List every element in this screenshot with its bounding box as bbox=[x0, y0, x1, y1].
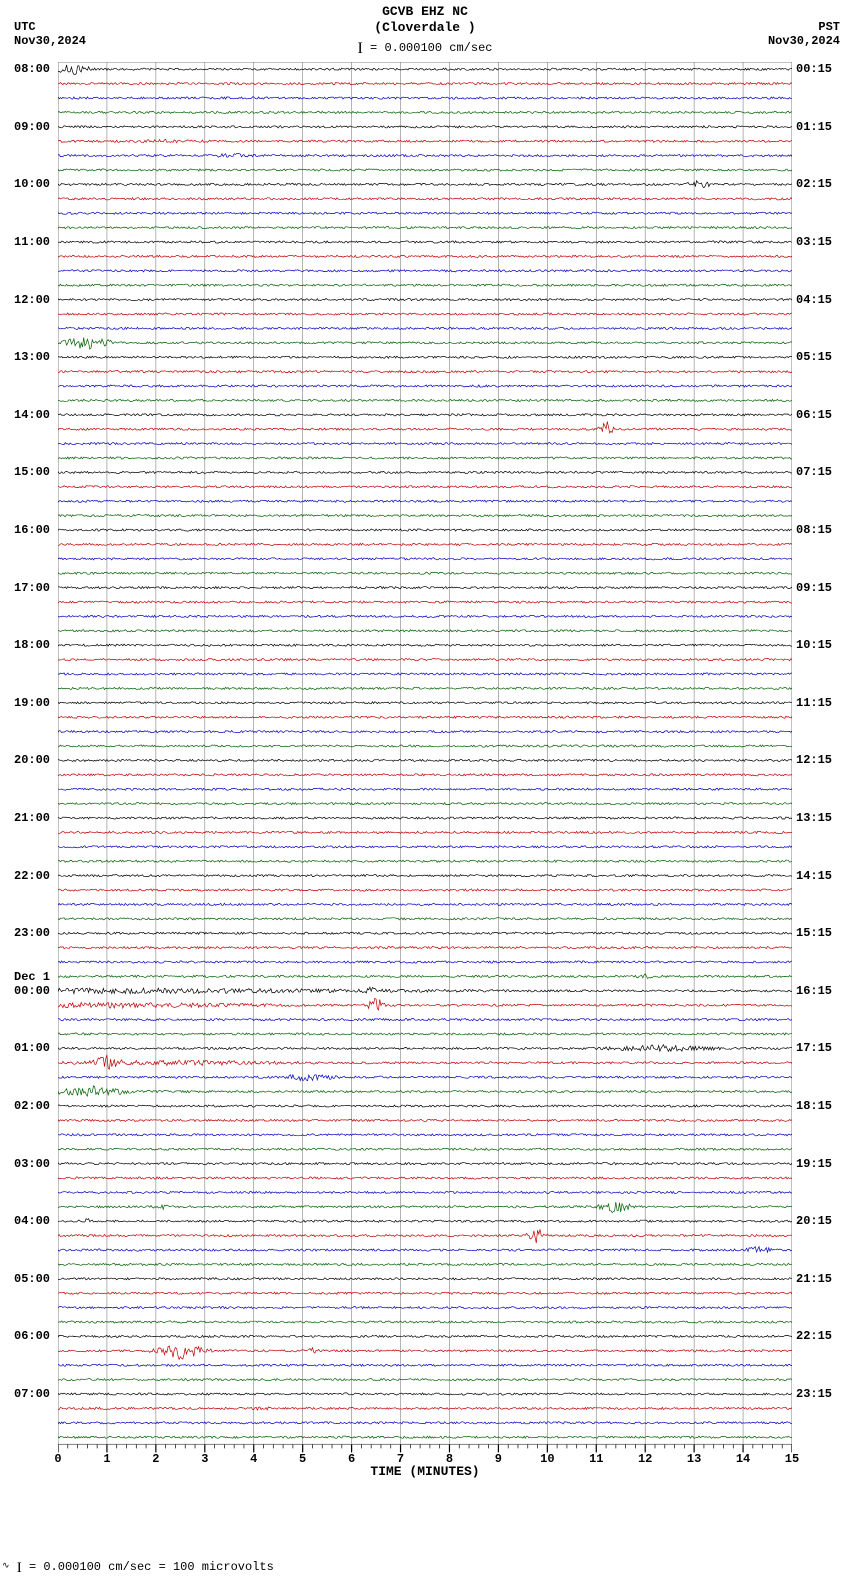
seismogram-svg bbox=[58, 62, 792, 1464]
header: GCVB EHZ NC (Cloverdale ) bbox=[0, 4, 850, 35]
station-title: GCVB EHZ NC bbox=[0, 4, 850, 20]
seismogram-container: GCVB EHZ NC (Cloverdale ) I = 0.000100 c… bbox=[0, 0, 850, 1584]
pst-hour-label: 22:15 bbox=[796, 1329, 832, 1343]
utc-hour-label: 21:00 bbox=[14, 811, 50, 825]
footer-text: = 0.000100 cm/sec = 100 microvolts bbox=[29, 1560, 274, 1574]
pst-hour-label: 12:15 bbox=[796, 753, 832, 767]
pst-hour-label: 01:15 bbox=[796, 120, 832, 134]
utc-hour-label: 22:00 bbox=[14, 869, 50, 883]
utc-hour-label: 03:00 bbox=[14, 1157, 50, 1171]
pst-hour-label: 04:15 bbox=[796, 293, 832, 307]
pst-hour-label: 08:15 bbox=[796, 523, 832, 537]
footer-note: ∿ I = 0.000100 cm/sec = 100 microvolts bbox=[2, 1560, 274, 1577]
utc-hour-label: 02:00 bbox=[14, 1099, 50, 1113]
pst-hour-label: 10:15 bbox=[796, 638, 832, 652]
utc-hour-label: 01:00 bbox=[14, 1041, 50, 1055]
utc-hour-label: 23:00 bbox=[14, 926, 50, 940]
utc-hour-label: 16:00 bbox=[14, 523, 50, 537]
pst-hour-label: 13:15 bbox=[796, 811, 832, 825]
utc-hour-label: 11:00 bbox=[14, 235, 50, 249]
utc-hour-label: 04:00 bbox=[14, 1214, 50, 1228]
utc-hour-label: 08:00 bbox=[14, 62, 50, 76]
pst-hour-label: 18:15 bbox=[796, 1099, 832, 1113]
plot-region bbox=[58, 62, 792, 1444]
day-change-label: Dec 1 bbox=[14, 970, 50, 984]
utc-hour-label: 09:00 bbox=[14, 120, 50, 134]
x-axis-label: TIME (MINUTES) bbox=[0, 1464, 850, 1479]
scale-indicator: I = 0.000100 cm/sec bbox=[358, 40, 493, 58]
tz-left-label: UTC bbox=[14, 20, 86, 34]
pst-hour-label: 11:15 bbox=[796, 696, 832, 710]
utc-hour-label: 14:00 bbox=[14, 408, 50, 422]
utc-hour-label: 12:00 bbox=[14, 293, 50, 307]
utc-hour-label: 17:00 bbox=[14, 581, 50, 595]
utc-hour-label: 06:00 bbox=[14, 1329, 50, 1343]
station-location: (Cloverdale ) bbox=[0, 20, 850, 36]
utc-hour-label: 18:00 bbox=[14, 638, 50, 652]
pst-hour-label: 14:15 bbox=[796, 869, 832, 883]
pst-hour-label: 20:15 bbox=[796, 1214, 832, 1228]
utc-hour-label: 19:00 bbox=[14, 696, 50, 710]
tz-right-date: Nov30,2024 bbox=[768, 34, 840, 48]
utc-hour-label: 20:00 bbox=[14, 753, 50, 767]
pst-hour-label: 00:15 bbox=[796, 62, 832, 76]
pst-hour-label: 21:15 bbox=[796, 1272, 832, 1286]
utc-hour-label: 05:00 bbox=[14, 1272, 50, 1286]
pst-hour-label: 07:15 bbox=[796, 465, 832, 479]
pst-hour-label: 17:15 bbox=[796, 1041, 832, 1055]
tz-left-date: Nov30,2024 bbox=[14, 34, 86, 48]
pst-hour-label: 16:15 bbox=[796, 984, 832, 998]
utc-hour-label: 10:00 bbox=[14, 177, 50, 191]
utc-hour-label: 00:00 bbox=[14, 984, 50, 998]
tz-left-block: UTC Nov30,2024 bbox=[14, 20, 86, 49]
pst-hour-label: 02:15 bbox=[796, 177, 832, 191]
pst-hour-label: 09:15 bbox=[796, 581, 832, 595]
scale-text: = 0.000100 cm/sec bbox=[370, 41, 492, 55]
pst-hour-label: 15:15 bbox=[796, 926, 832, 940]
pst-hour-label: 23:15 bbox=[796, 1387, 832, 1401]
utc-hour-label: 13:00 bbox=[14, 350, 50, 364]
tz-right-block: PST Nov30,2024 bbox=[768, 20, 840, 49]
pst-hour-label: 03:15 bbox=[796, 235, 832, 249]
utc-hour-label: 15:00 bbox=[14, 465, 50, 479]
pst-hour-label: 19:15 bbox=[796, 1157, 832, 1171]
pst-hour-label: 05:15 bbox=[796, 350, 832, 364]
utc-hour-label: 07:00 bbox=[14, 1387, 50, 1401]
tz-right-label: PST bbox=[768, 20, 840, 34]
pst-hour-label: 06:15 bbox=[796, 408, 832, 422]
